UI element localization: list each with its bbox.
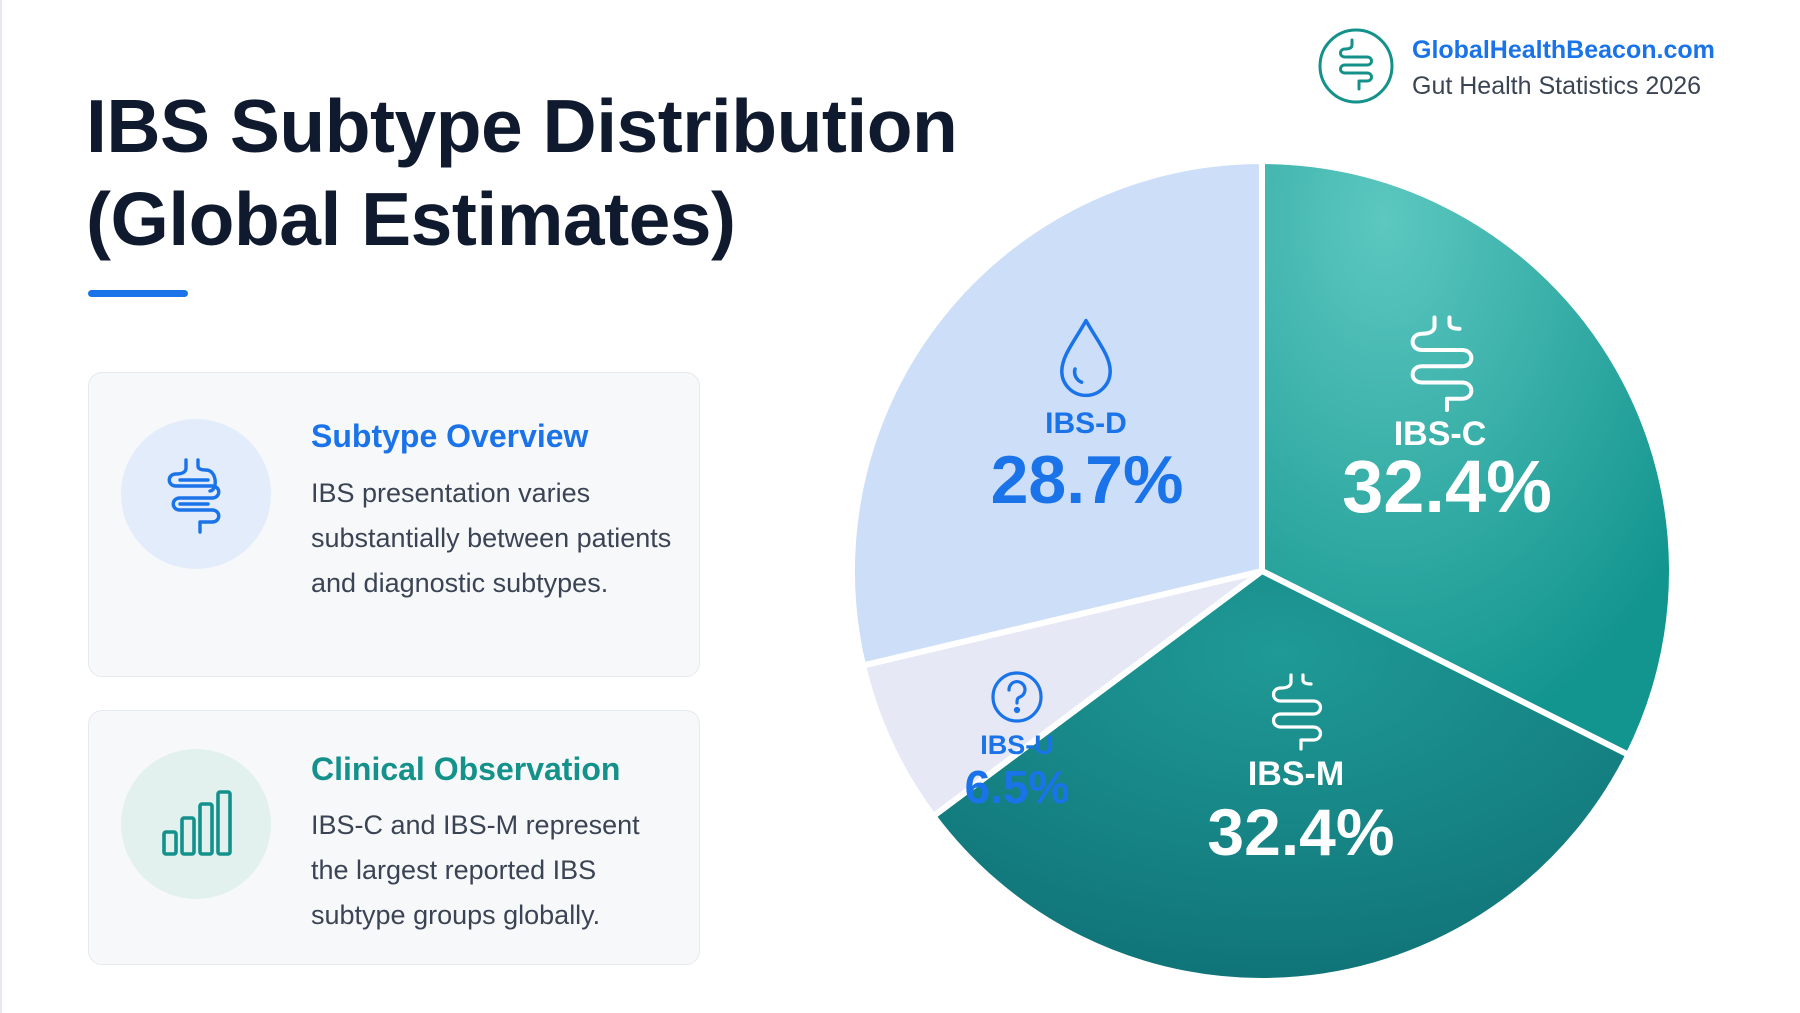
slice-value-ibs-u: 6.5% [965, 761, 1070, 813]
intestine-icon [167, 458, 221, 534]
left-border [0, 0, 2, 1013]
slice-label-ibs-m: IBS-M [1248, 755, 1344, 793]
question-circle-icon [991, 671, 1043, 723]
pie-slice-ibs-m [930, 568, 1632, 984]
title-accent-bar [88, 290, 188, 297]
card-heading: Clinical Observation [311, 751, 621, 787]
brand-subtitle: Gut Health Statistics 2026 [1412, 72, 1702, 100]
intestine-icon [1410, 315, 1474, 412]
page-title: IBS Subtype Distribution (Global Estimat… [86, 80, 1006, 266]
page-title-line-1: IBS Subtype Distribution [86, 84, 958, 168]
slice-label-ibs-c: IBS-C [1394, 415, 1487, 453]
card-body: IBS-C and IBS-M represent the largest re… [311, 810, 640, 930]
slice-value-ibs-c: 32.4% [1342, 445, 1552, 528]
card-body: IBS presentation varies substantially be… [311, 478, 672, 598]
brand-logo-icon [1318, 28, 1394, 104]
card-icon-circle [121, 749, 271, 899]
bar-chart-icon [162, 790, 232, 856]
pie-slice-ibs-d [849, 158, 1265, 669]
slice-label-ibs-u: IBS-U [980, 730, 1054, 760]
slice-value-ibs-d: 28.7% [991, 442, 1184, 518]
water-drop-icon [1060, 318, 1112, 398]
pie-slice-ibs-u [860, 568, 1265, 820]
clinical-observation-card: Clinical Observation IBS-C and IBS-M rep… [88, 710, 700, 965]
pie-slice-ibs-c [1259, 158, 1675, 758]
card-heading: Subtype Overview [311, 418, 589, 454]
subtype-overview-card: Subtype Overview IBS presentation varies… [88, 372, 700, 677]
card-icon-circle [121, 419, 271, 569]
brand-name[interactable]: GlobalHealthBeacon.com [1412, 36, 1715, 64]
intestine-icon [1271, 673, 1323, 751]
page-title-line-2: (Global Estimates) [86, 177, 736, 261]
slice-label-ibs-d: IBS-D [1045, 407, 1127, 440]
slice-value-ibs-m: 32.4% [1207, 795, 1394, 869]
